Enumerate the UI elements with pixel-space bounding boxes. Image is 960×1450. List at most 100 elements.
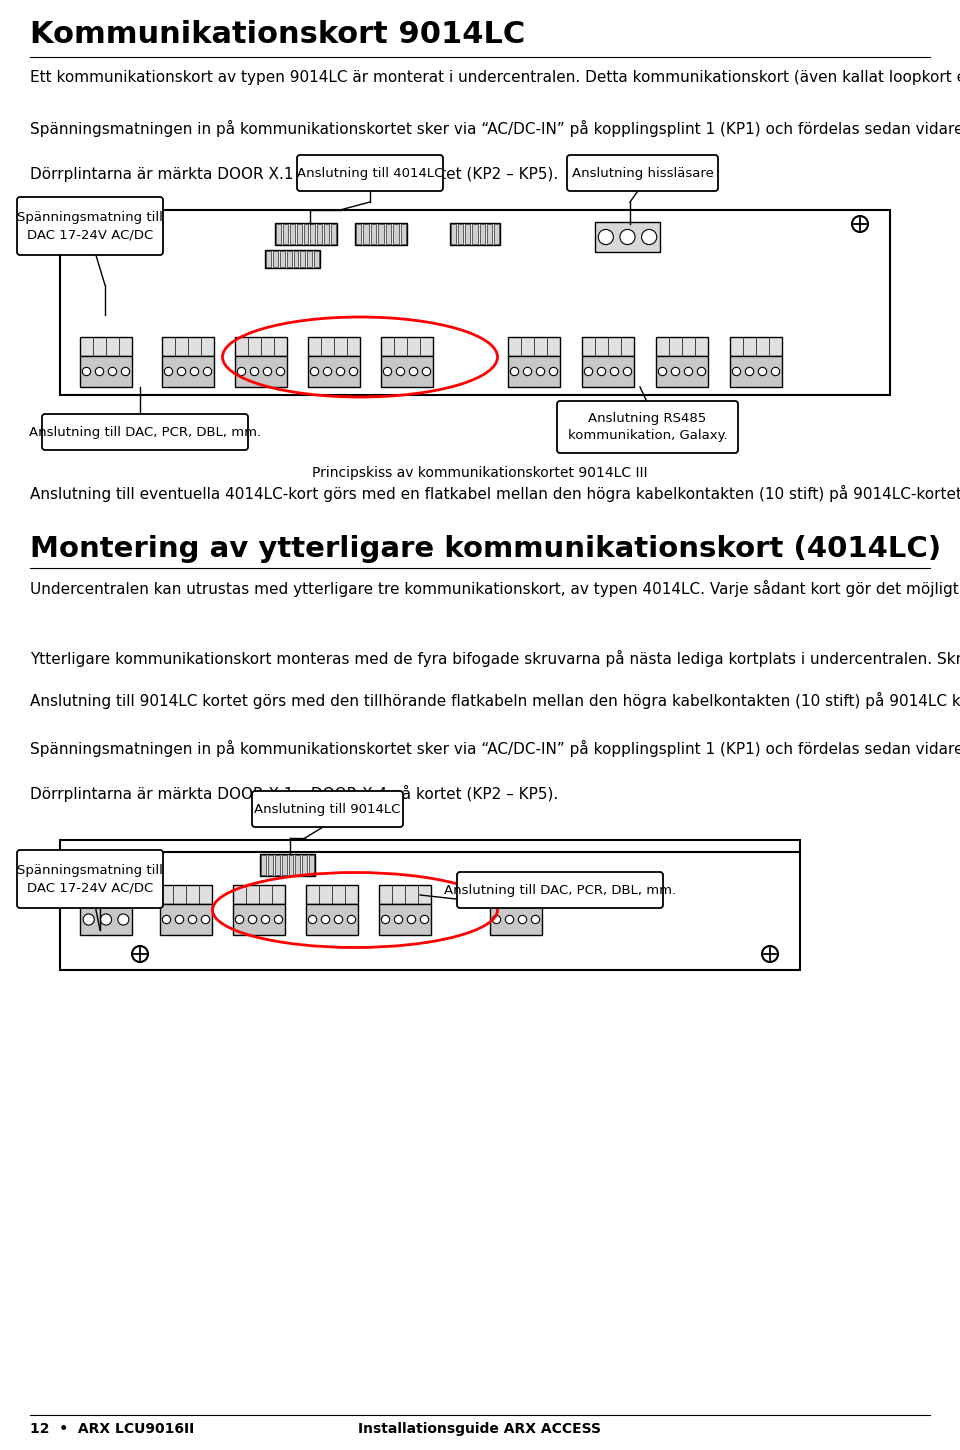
Text: Ytterligare kommunikationskort monteras med de fyra bifogade skruvarna på nästa : Ytterligare kommunikationskort monteras … <box>30 650 960 667</box>
Circle shape <box>324 367 331 376</box>
Text: Anslutning till 4014LC: Anslutning till 4014LC <box>297 167 444 180</box>
Bar <box>490 903 542 935</box>
Bar <box>508 357 560 387</box>
Bar <box>472 223 477 244</box>
Circle shape <box>395 915 402 924</box>
Circle shape <box>108 367 117 376</box>
Circle shape <box>308 915 317 924</box>
Bar <box>307 251 312 267</box>
Circle shape <box>598 229 613 245</box>
Bar <box>318 223 323 244</box>
Bar <box>60 210 890 394</box>
Text: Undercentralen kan utrustas med ytterligare tre kommunikationskort, av typen 401: Undercentralen kan utrustas med ytterlig… <box>30 580 960 597</box>
Circle shape <box>659 367 666 376</box>
Circle shape <box>620 229 636 245</box>
Bar <box>160 884 212 903</box>
Text: Spänningsmatning till
DAC 17-24V AC/DC: Spänningsmatning till DAC 17-24V AC/DC <box>17 864 163 895</box>
Bar <box>466 223 470 244</box>
Bar <box>314 251 319 267</box>
Text: Installationsguide ARX ACCESS: Installationsguide ARX ACCESS <box>358 1422 602 1436</box>
Text: Spänningsmatningen in på kommunikationskortet sker via “AC/DC-IN” på kopplingspl: Spänningsmatningen in på kommunikationsk… <box>30 120 960 136</box>
FancyBboxPatch shape <box>567 155 718 191</box>
Circle shape <box>84 914 94 925</box>
Text: 12  •  ARX LCU9016II: 12 • ARX LCU9016II <box>30 1422 194 1436</box>
Text: Anslutning till eventuella 4014LC-kort görs med en flatkabel mellan den högra ka: Anslutning till eventuella 4014LC-kort g… <box>30 484 960 502</box>
Bar <box>80 336 132 357</box>
Circle shape <box>597 367 606 376</box>
Circle shape <box>671 367 680 376</box>
Bar <box>310 223 315 244</box>
Bar <box>281 856 286 874</box>
Circle shape <box>276 367 285 376</box>
Bar <box>582 357 634 387</box>
FancyBboxPatch shape <box>557 402 738 452</box>
Text: Ett kommunikationskort av typen 9014LC är monterat i undercentralen. Detta kommu: Ett kommunikationskort av typen 9014LC ä… <box>30 68 960 86</box>
Text: Kommunikationskort 9014LC: Kommunikationskort 9014LC <box>30 20 525 49</box>
Bar <box>276 223 281 244</box>
Text: Anslutning till 9014LC kortet görs med den tillhörande flatkabeln mellan den hög: Anslutning till 9014LC kortet görs med d… <box>30 692 960 709</box>
Bar <box>493 223 499 244</box>
Circle shape <box>190 367 199 376</box>
Bar <box>324 223 329 244</box>
Circle shape <box>396 367 405 376</box>
Bar <box>381 336 433 357</box>
Bar <box>656 357 708 387</box>
Bar <box>302 856 307 874</box>
Circle shape <box>336 367 345 376</box>
Bar <box>80 357 132 387</box>
Circle shape <box>349 367 358 376</box>
FancyBboxPatch shape <box>252 792 403 826</box>
Bar <box>260 854 315 876</box>
Circle shape <box>732 367 741 376</box>
Circle shape <box>162 915 171 924</box>
Circle shape <box>684 367 693 376</box>
Circle shape <box>178 367 185 376</box>
Bar <box>487 223 492 244</box>
Circle shape <box>852 216 868 232</box>
Circle shape <box>322 915 329 924</box>
Bar <box>450 223 500 245</box>
FancyBboxPatch shape <box>42 415 248 450</box>
Bar <box>275 856 279 874</box>
Bar <box>261 856 266 874</box>
Circle shape <box>549 367 558 376</box>
Bar <box>308 357 360 387</box>
Text: Dörrplintarna är märkta DOOR X.1 – DOOR X.4 på kortet (KP2 – KP5).: Dörrplintarna är märkta DOOR X.1 – DOOR … <box>30 784 559 802</box>
Bar <box>308 336 360 357</box>
Bar <box>400 223 406 244</box>
Circle shape <box>117 216 133 232</box>
Bar <box>294 251 299 267</box>
Text: Anslutning hissläsare: Anslutning hissläsare <box>571 167 713 180</box>
Circle shape <box>118 914 129 925</box>
Bar <box>160 903 212 935</box>
Circle shape <box>101 914 111 925</box>
Circle shape <box>310 367 319 376</box>
Circle shape <box>762 945 778 961</box>
Text: Spänningsmatningen in på kommunikationskortet sker via “AC/DC-IN” på kopplingspl: Spänningsmatningen in på kommunikationsk… <box>30 740 960 757</box>
Text: Spänningsmatning till
DAC 17-24V AC/DC: Spänningsmatning till DAC 17-24V AC/DC <box>17 212 163 241</box>
Circle shape <box>202 915 209 924</box>
Circle shape <box>537 367 544 376</box>
Circle shape <box>611 367 618 376</box>
Text: Montering av ytterligare kommunikationskort (4014LC): Montering av ytterligare kommunikationsk… <box>30 535 941 563</box>
Bar <box>355 223 407 245</box>
Text: Principskiss av kommunikationskortet 9014LC III: Principskiss av kommunikationskortet 901… <box>312 465 648 480</box>
Circle shape <box>249 915 256 924</box>
Bar <box>451 223 456 244</box>
Bar <box>379 884 431 903</box>
Circle shape <box>641 229 657 245</box>
Circle shape <box>237 367 246 376</box>
Circle shape <box>251 367 258 376</box>
Bar <box>162 357 214 387</box>
Bar <box>386 223 391 244</box>
Circle shape <box>132 945 148 961</box>
Circle shape <box>420 915 429 924</box>
Circle shape <box>623 367 632 376</box>
Bar <box>162 336 214 357</box>
Text: Anslutning RS485
kommunikation, Galaxy.: Anslutning RS485 kommunikation, Galaxy. <box>567 412 728 442</box>
Circle shape <box>518 915 527 924</box>
Circle shape <box>188 915 197 924</box>
FancyBboxPatch shape <box>17 850 163 908</box>
Bar <box>266 251 271 267</box>
Bar <box>265 249 320 268</box>
